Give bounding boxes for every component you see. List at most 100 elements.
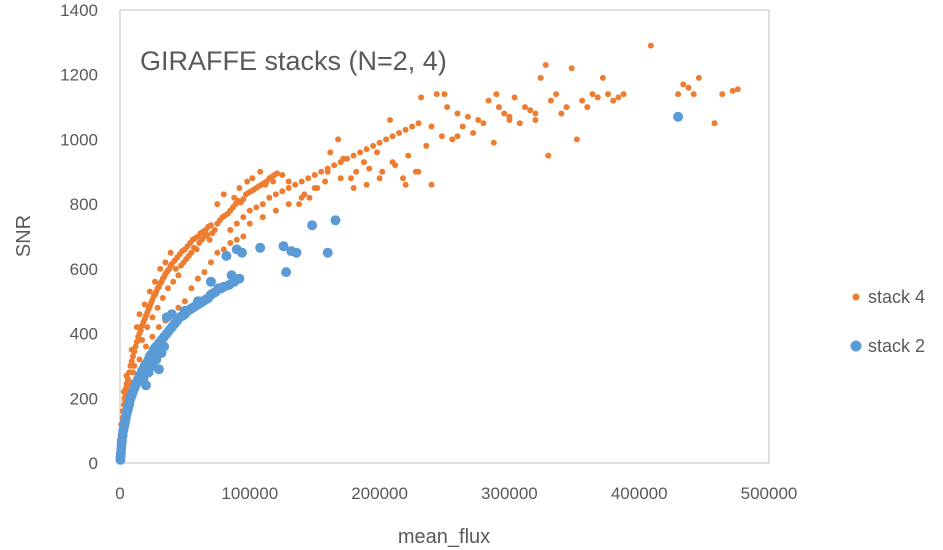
data-point (285, 185, 292, 191)
data-point (374, 149, 380, 156)
data-point (214, 249, 221, 256)
data-point (159, 341, 170, 352)
data-point (162, 259, 169, 266)
x-tick-label: 300000 (481, 484, 538, 503)
data-point (253, 204, 260, 211)
y-tick-label: 200 (70, 389, 98, 408)
data-point (322, 247, 333, 258)
data-point (193, 246, 200, 253)
data-point (175, 272, 182, 279)
x-tick-label: 200000 (351, 484, 408, 503)
data-point (240, 196, 247, 203)
x-tick-label: 100000 (221, 484, 278, 503)
data-point (130, 353, 136, 360)
data-point (522, 104, 528, 111)
data-point (146, 288, 153, 295)
data-point (527, 107, 534, 114)
data-point (153, 364, 164, 375)
data-point (402, 126, 409, 133)
data-point (131, 362, 138, 369)
data-point (170, 278, 177, 285)
data-point (558, 110, 565, 117)
data-point (438, 133, 445, 140)
data-point (610, 97, 617, 104)
data-point (547, 97, 554, 104)
data-point (366, 165, 373, 172)
data-point (281, 267, 292, 278)
data-point (204, 231, 210, 238)
data-point (311, 172, 318, 178)
data-point (327, 149, 334, 156)
data-point (233, 220, 240, 227)
data-point (274, 170, 281, 177)
data-point (335, 136, 342, 143)
y-tick-label: 1400 (60, 1, 98, 20)
data-point (594, 94, 601, 101)
data-point (128, 346, 135, 353)
data-point (428, 123, 435, 130)
data-point (227, 227, 234, 233)
data-point (711, 120, 718, 127)
data-point (207, 259, 214, 266)
data-point (216, 283, 227, 294)
data-point (449, 136, 456, 143)
data-point (234, 273, 245, 284)
data-point (579, 97, 586, 104)
y-axis-title: SNR (13, 215, 35, 257)
data-point (192, 296, 203, 307)
data-point (154, 304, 161, 311)
data-point (285, 201, 292, 208)
data-point (152, 278, 158, 285)
data-point (128, 358, 135, 365)
y-axis-ticks: 0 200 400 600 800 1000 1200 1400 (60, 1, 98, 473)
x-tick-label: 500000 (741, 484, 798, 503)
data-point (376, 175, 383, 182)
x-axis-ticks: 0 100000 200000 300000 400000 500000 (115, 484, 797, 503)
data-point (340, 155, 347, 162)
data-point (278, 241, 289, 252)
data-point (188, 285, 195, 292)
data-point (220, 246, 227, 253)
data-point (291, 247, 302, 258)
data-point (428, 181, 435, 188)
data-point (433, 91, 440, 98)
data-point (143, 343, 149, 350)
data-point (244, 178, 251, 185)
data-point (255, 242, 266, 253)
legend-item-stack-4: stack 4 (852, 287, 925, 307)
data-point (734, 86, 741, 93)
data-point (226, 270, 237, 281)
data-point (298, 194, 305, 201)
data-point (506, 117, 513, 123)
legend-marker-stack-4 (852, 293, 860, 301)
data-point (205, 276, 216, 287)
data-point (454, 133, 461, 140)
data-point (133, 324, 140, 331)
x-axis-title: mean_flux (398, 526, 490, 548)
data-point (464, 113, 471, 120)
data-point (615, 94, 622, 101)
data-point (348, 175, 354, 182)
data-point (387, 117, 393, 123)
data-point (389, 133, 396, 140)
data-point (370, 142, 377, 149)
data-point (647, 42, 654, 49)
data-point (680, 81, 687, 88)
data-point (361, 159, 367, 166)
data-point (141, 301, 148, 308)
data-point (402, 181, 409, 188)
data-point (259, 201, 266, 208)
data-point (306, 194, 313, 201)
data-point (389, 159, 396, 166)
data-point (296, 201, 303, 208)
data-point (400, 175, 406, 182)
series-stack-2 (115, 111, 684, 465)
data-point (155, 324, 162, 331)
plot-area (119, 9, 770, 464)
data-point (240, 233, 247, 240)
data-point (695, 74, 702, 81)
data-point (415, 120, 422, 127)
data-point (221, 250, 232, 261)
data-point (501, 110, 508, 117)
